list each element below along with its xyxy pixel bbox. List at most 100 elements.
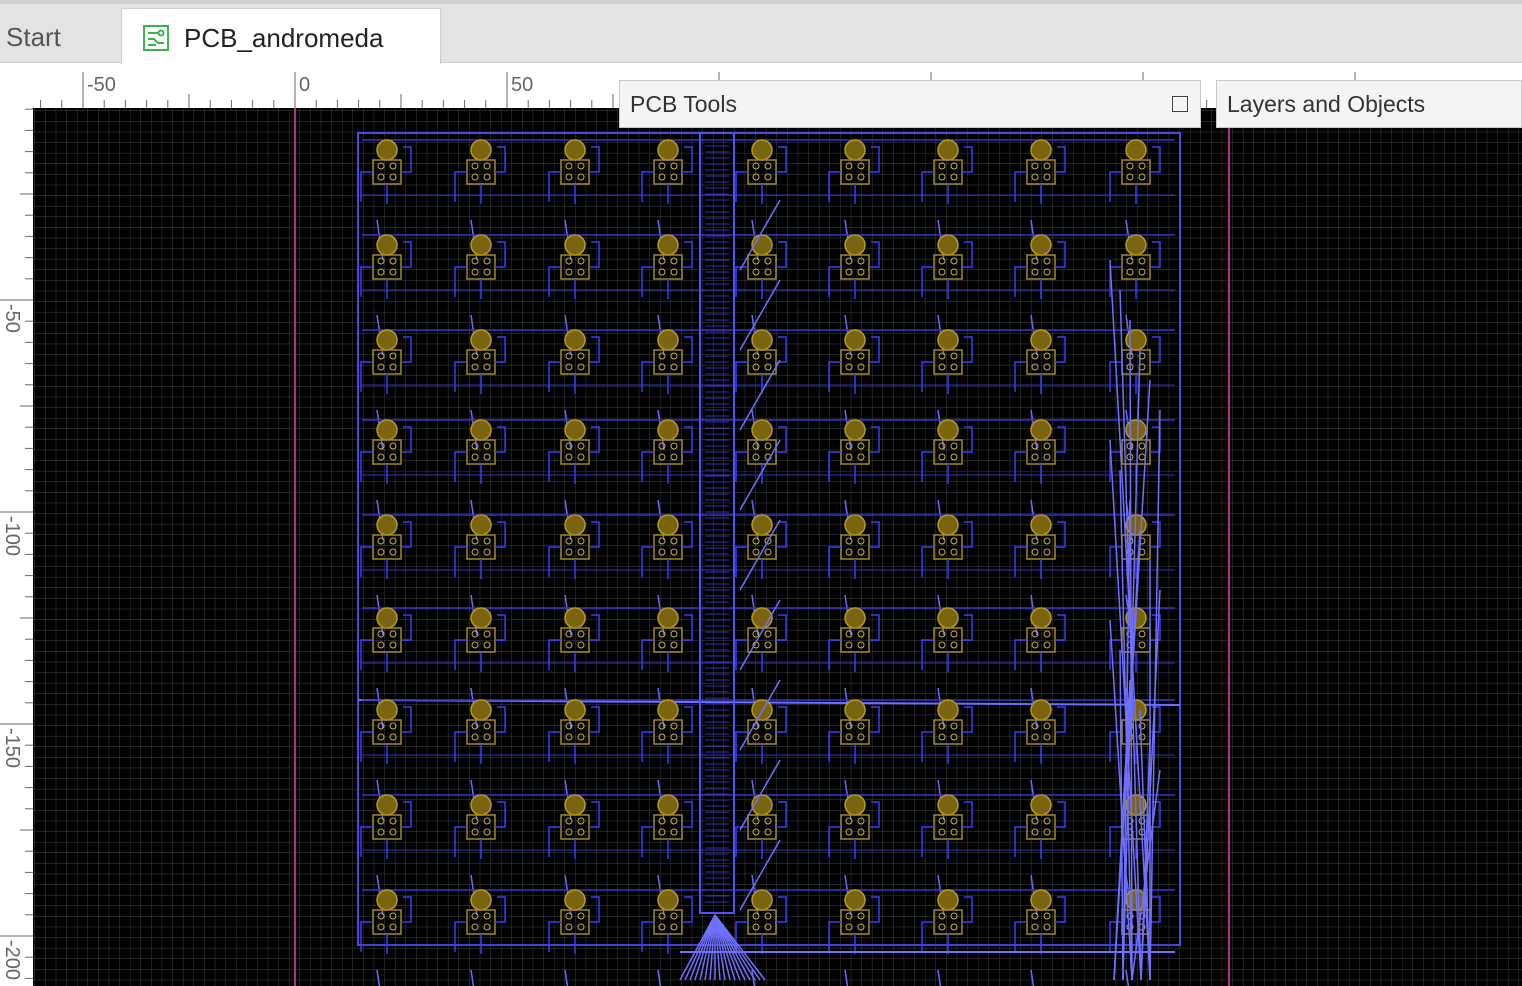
trace [454, 896, 506, 954]
ratsnest [739, 519, 781, 591]
tab[interactable]: Start [6, 22, 61, 52]
via [658, 363, 666, 371]
via [1031, 363, 1039, 371]
via [938, 453, 946, 461]
via [483, 352, 491, 360]
ratsnest [714, 914, 766, 981]
trace [735, 801, 787, 859]
ratsnest [844, 969, 849, 986]
ratsnest [684, 914, 716, 981]
via [658, 817, 666, 825]
trace [454, 426, 506, 484]
via [483, 630, 491, 638]
pad [657, 419, 679, 441]
via [377, 817, 385, 825]
via [857, 537, 865, 545]
via [1031, 923, 1039, 931]
ratsnest [739, 599, 781, 671]
trace [921, 336, 973, 394]
via [389, 733, 397, 741]
pad [564, 329, 586, 351]
pad [937, 514, 959, 536]
via [483, 257, 491, 265]
trace [360, 146, 412, 204]
via [950, 733, 958, 741]
ratsnest [714, 914, 741, 981]
via [938, 923, 946, 931]
via [1043, 363, 1051, 371]
via [658, 912, 666, 920]
via [1031, 268, 1039, 276]
via [577, 453, 585, 461]
trace [454, 801, 506, 859]
via [938, 268, 946, 276]
trace [360, 706, 412, 764]
via [565, 257, 573, 265]
via [845, 537, 853, 545]
pad [376, 139, 398, 161]
ratsnest [937, 969, 942, 986]
trace [828, 896, 880, 954]
via [377, 453, 385, 461]
via [845, 442, 853, 450]
via [389, 912, 397, 920]
pad [937, 699, 959, 721]
maximize-button[interactable] [1172, 96, 1188, 112]
ratsnest [679, 914, 716, 981]
via [483, 923, 491, 931]
pad [1125, 234, 1147, 256]
pad [937, 607, 959, 629]
via [1126, 268, 1134, 276]
ratsnest [709, 914, 716, 981]
via [1031, 257, 1039, 265]
via [1138, 630, 1146, 638]
via [565, 162, 573, 170]
pad [751, 889, 773, 911]
via [1031, 828, 1039, 836]
ratsnest [714, 914, 731, 981]
via [670, 630, 678, 638]
layers-panel[interactable]: Layers and Objects [1216, 80, 1522, 128]
via [752, 733, 760, 741]
via [764, 257, 772, 265]
via [577, 828, 585, 836]
via [670, 548, 678, 556]
pad [1030, 329, 1052, 351]
ratsnest [1139, 709, 1151, 981]
via [1138, 442, 1146, 450]
tab-active[interactable]: PCB_andromeda [121, 8, 441, 67]
trace [1014, 146, 1066, 204]
via [938, 363, 946, 371]
via [389, 722, 397, 730]
pad [1030, 234, 1052, 256]
ratsnest [739, 839, 781, 911]
via [857, 453, 865, 461]
trace [828, 336, 880, 394]
via [845, 268, 853, 276]
trace [828, 241, 880, 299]
via [845, 828, 853, 836]
pad [470, 139, 492, 161]
pcb-tools-panel[interactable]: PCB Tools [619, 80, 1201, 128]
pad [657, 699, 679, 721]
via [471, 537, 479, 545]
ratsnest [739, 199, 781, 271]
via [471, 733, 479, 741]
via [1043, 162, 1051, 170]
trace [1014, 614, 1066, 672]
ratsnest [699, 914, 716, 981]
ratsnest [1140, 739, 1151, 981]
trace [921, 521, 973, 579]
trace [828, 521, 880, 579]
via [377, 630, 385, 638]
via [471, 352, 479, 360]
pad [564, 889, 586, 911]
via [577, 912, 585, 920]
via [670, 453, 678, 461]
pad [751, 139, 773, 161]
via [377, 268, 385, 276]
via [377, 162, 385, 170]
via [857, 722, 865, 730]
via [377, 733, 385, 741]
trace [641, 614, 693, 672]
